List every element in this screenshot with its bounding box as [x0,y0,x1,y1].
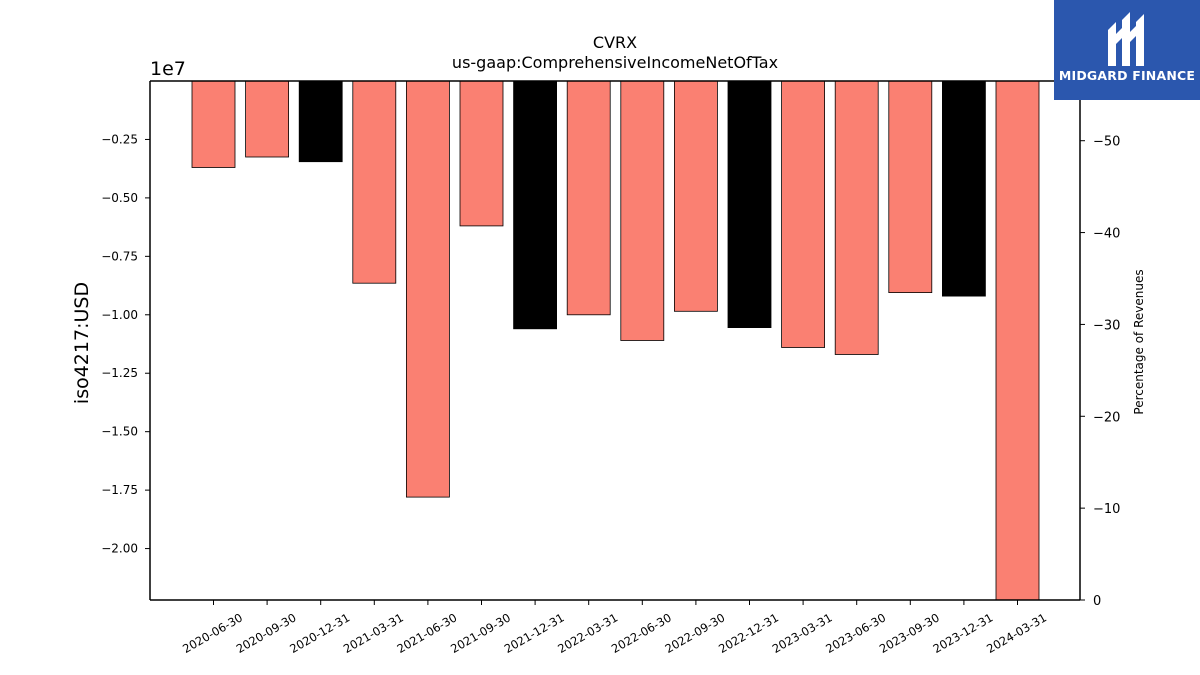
bar-2023-09-30 [888,80,933,294]
y-tick-label: −1.50 [101,425,138,439]
x-tick-label: 2021-03-31 [341,610,406,656]
x-tick-label: 2023-09-30 [877,610,942,656]
y2-tick-label: 0 [1093,594,1101,609]
y2-tick-label: −50 [1093,135,1120,150]
bars-group [191,80,1040,601]
bar-2024-03-31 [995,80,1040,601]
bar-2023-12-31 [942,80,986,297]
x-tick-label: 2023-03-31 [770,610,835,656]
bar-2021-09-30 [459,80,504,227]
y2-tick-label: −30 [1093,318,1120,333]
x-tick-label: 2020-12-31 [287,610,352,656]
x-tick-label: 2021-12-31 [502,610,567,656]
y-tick-label: −0.25 [101,132,138,146]
y2-tick-label: −20 [1093,410,1120,425]
x-tick-label: 2021-09-30 [448,610,513,656]
y2-axis-label: Percentage of Revenues [1132,269,1146,414]
bar-2022-06-30 [620,80,665,341]
x-tick-label: 2023-06-30 [823,610,888,656]
y-offset-label: 1e7 [150,58,186,80]
x-tick-label: 2022-09-30 [663,610,728,656]
x-tick-label: 2022-03-31 [555,610,620,656]
chart-subtitle: us-gaap:ComprehensiveIncomeNetOfTax [452,53,778,72]
x-tick-label: 2022-06-30 [609,610,674,656]
bar-2021-06-30 [405,80,450,498]
bar-2021-12-31 [513,80,557,330]
y2-tick-label: −40 [1093,227,1120,242]
bar-2022-09-30 [674,80,718,312]
x-tick-label: 2024-03-31 [984,610,1049,656]
bar-2023-03-31 [781,80,825,348]
x-tick-label: 2023-12-31 [931,610,996,656]
bar-2022-12-31 [727,80,772,329]
brand-logo: MIDGARD FINANCE [1054,0,1200,100]
chart-title: CVRX [593,33,637,52]
midgard-logo-icon [1108,12,1144,66]
bar-2020-12-31 [298,80,343,163]
x-tick-label: 2020-09-30 [234,610,299,656]
bar-2020-09-30 [245,80,290,158]
x-tick-label: 2020-06-30 [180,610,245,656]
bar-2022-03-31 [566,80,611,316]
logo-name: MIDGARD FINANCE [1058,68,1196,83]
y-tick-label: −1.25 [101,366,138,380]
y-axis-label: iso4217:USD [71,282,93,404]
bar-2021-03-31 [352,80,397,284]
x-tick-label: 2021-06-30 [395,610,460,656]
bar-2020-06-30 [191,80,236,168]
y-tick-label: −1.00 [101,308,138,322]
y-tick-label: −0.50 [101,191,138,205]
y2-tick-label: −10 [1093,502,1120,517]
y-tick-label: −2.00 [101,542,138,556]
y-tick-label: −1.75 [101,483,138,497]
bar-2023-06-30 [834,80,879,355]
x-tick-label: 2022-12-31 [716,610,781,656]
y-tick-label: −0.75 [101,249,138,263]
